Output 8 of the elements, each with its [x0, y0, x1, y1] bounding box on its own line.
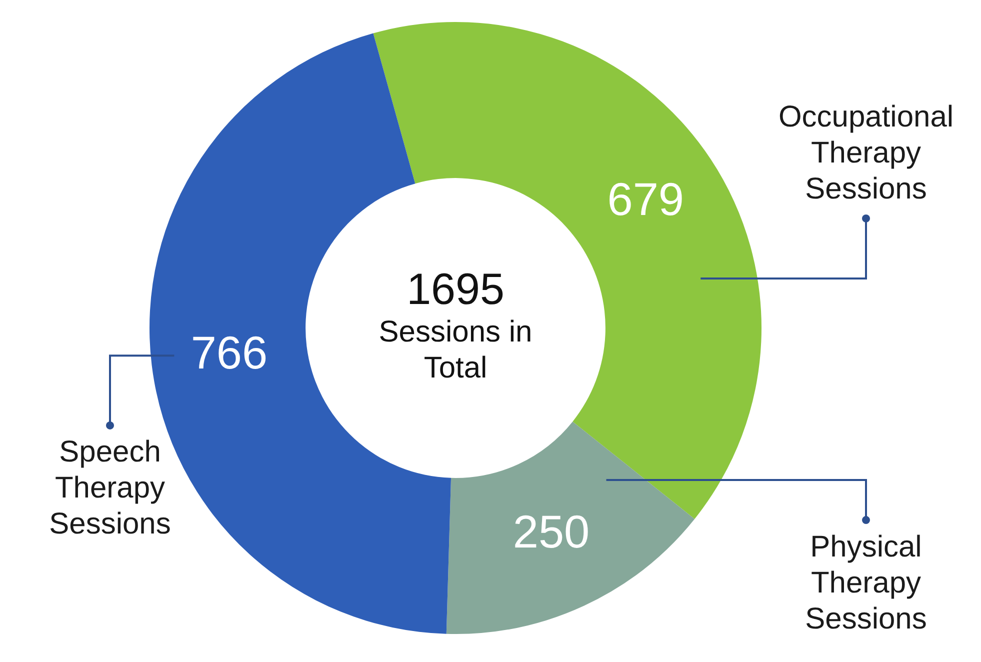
text: Sessions in Total [378, 315, 532, 384]
slice-label: Physical Therapy Sessions [805, 530, 927, 636]
slice-label: Speech Therapy Sessions [49, 436, 171, 541]
slice-label: Occupational Therapy Sessions [778, 100, 954, 206]
data-label: 766 [190, 326, 268, 378]
text: 1695 [406, 265, 504, 314]
data-label: 679 [607, 172, 684, 225]
data-label: 250 [512, 506, 590, 558]
